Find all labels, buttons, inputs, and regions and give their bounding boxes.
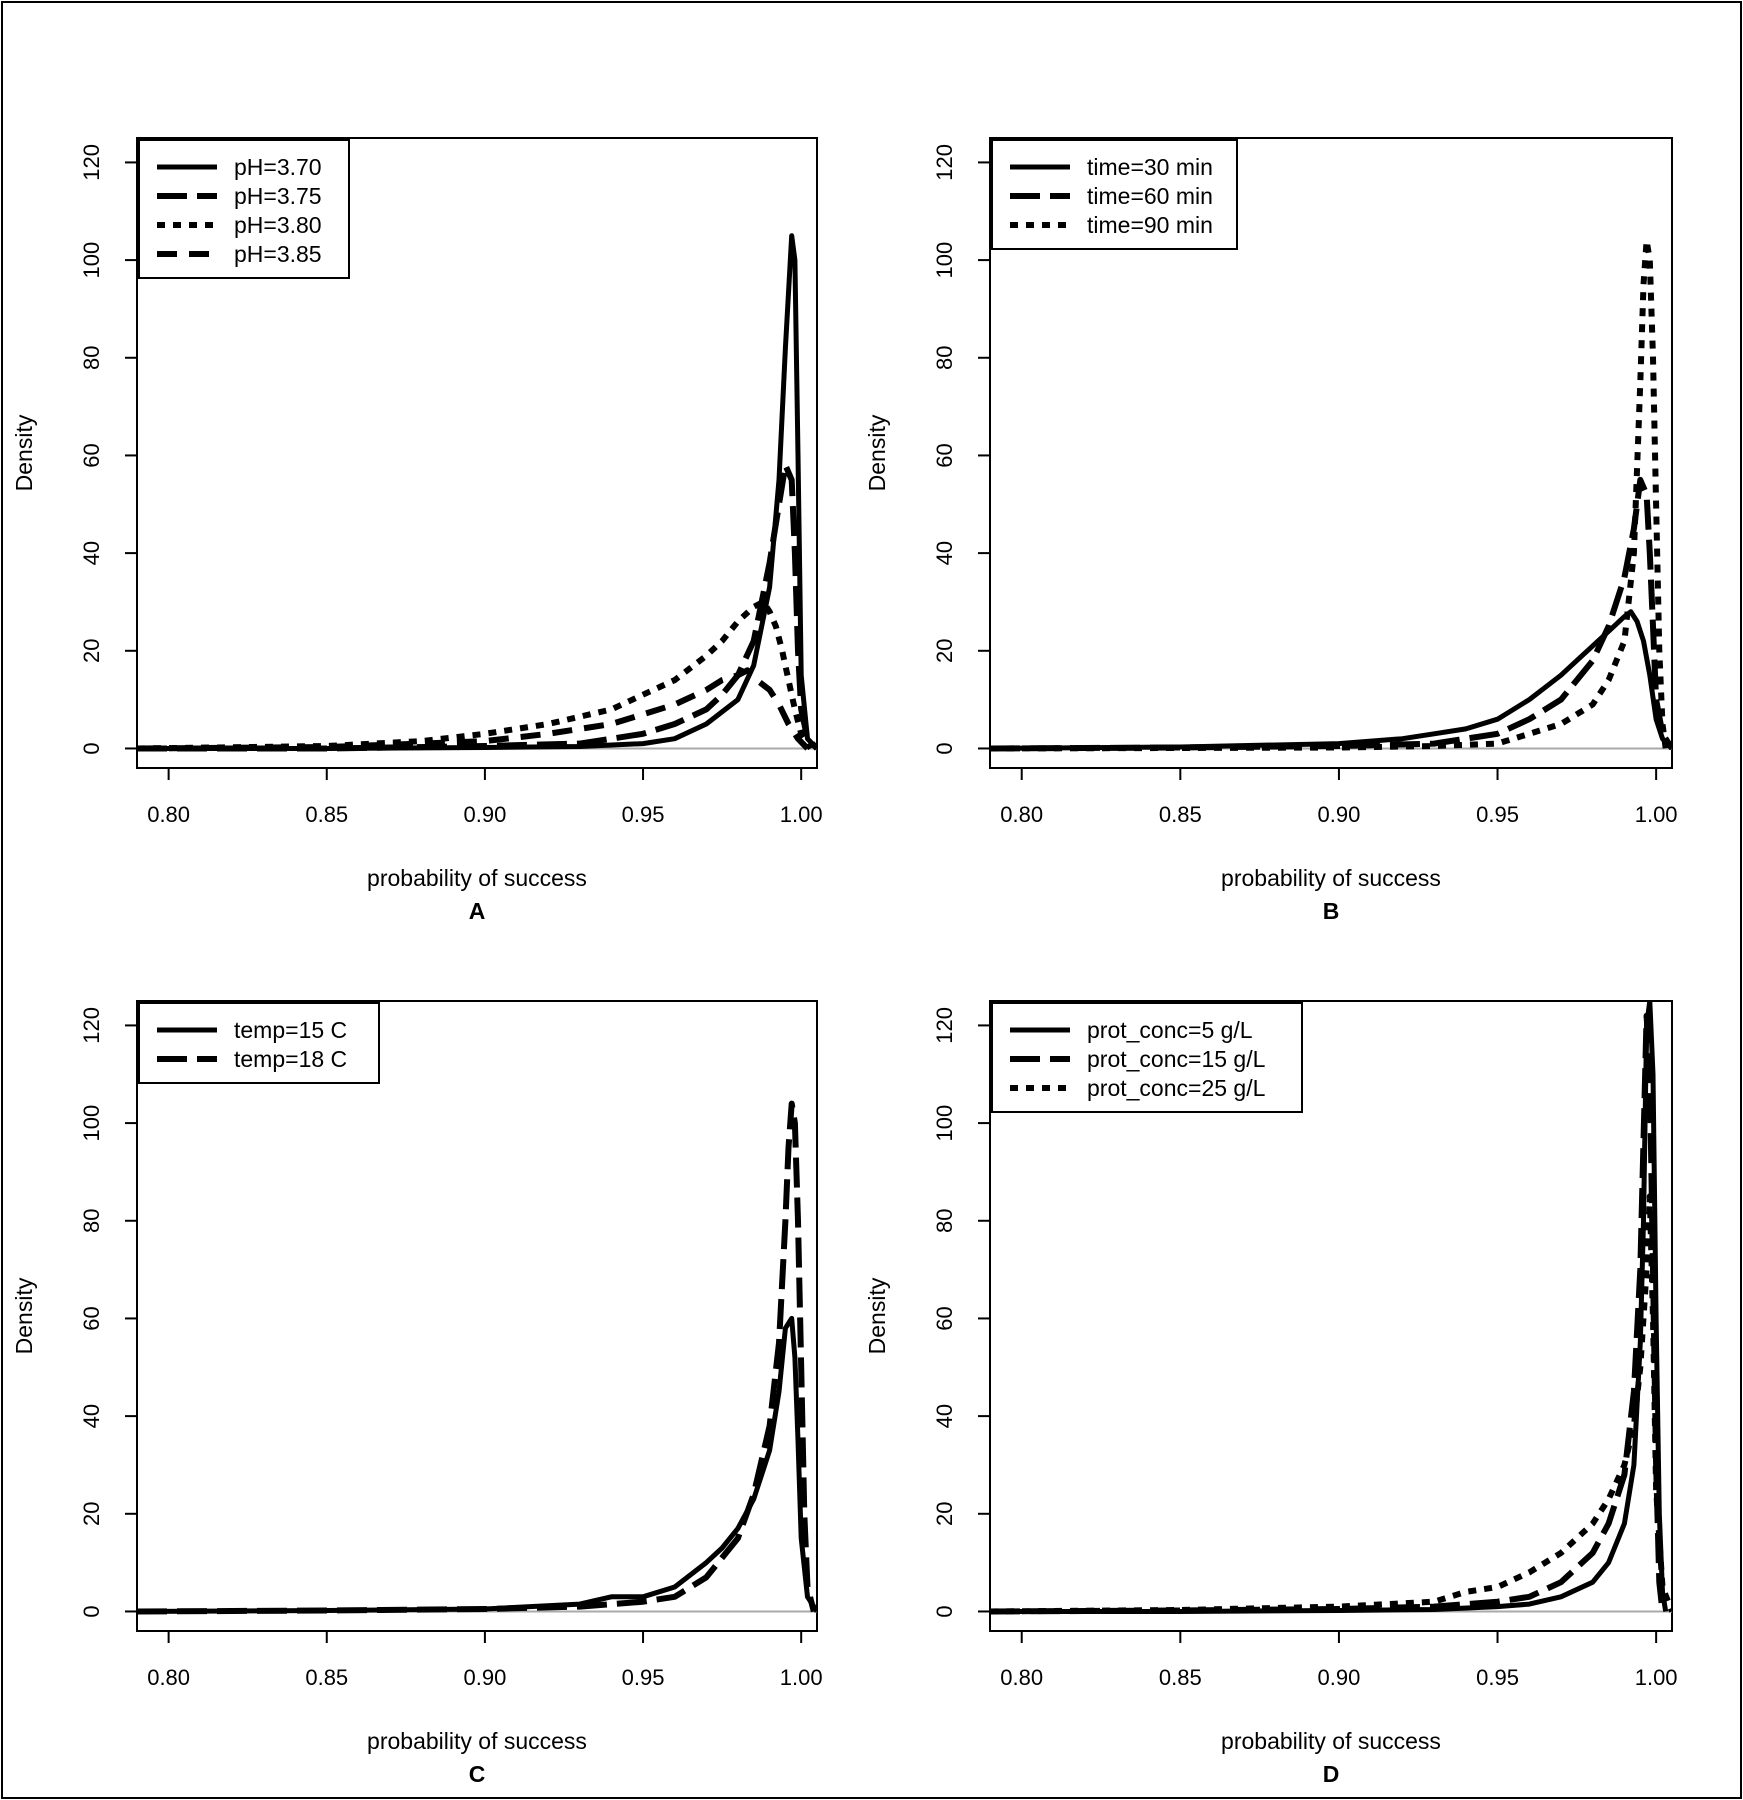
series-line-2 <box>137 462 817 752</box>
plot-area <box>989 137 1673 769</box>
legend-label: pH=3.80 <box>234 212 322 238</box>
legend-box <box>138 1002 380 1084</box>
y-axis-title: Density <box>11 414 37 491</box>
y-tick-label: 80 <box>79 1209 104 1233</box>
legend-box <box>991 139 1238 250</box>
x-tick-label: 0.90 <box>463 1665 506 1690</box>
plot-area <box>989 1000 1673 1632</box>
x-tick-label: 0.85 <box>305 802 348 827</box>
y-tick-label: 60 <box>79 443 104 467</box>
series-line-1 <box>990 609 1672 751</box>
legend: time=30 min time=60 min time=90 min <box>991 139 1238 250</box>
y-tick-label: 80 <box>79 346 104 370</box>
legend-label: time=90 min <box>1087 212 1213 238</box>
x-tick-label: 0.80 <box>147 1665 190 1690</box>
y-axis-title: Density <box>864 414 890 491</box>
y-tick-label: 80 <box>932 1209 957 1233</box>
y-tick-label: 80 <box>932 346 957 370</box>
series-line-3 <box>137 599 814 752</box>
legend-label: temp=18 C <box>234 1046 347 1072</box>
panel-b: 0.80 0.85 0.90 0.95 1.00 0 20 40 60 80 100 120 proba… <box>864 137 1678 924</box>
series-line-3 <box>990 237 1669 752</box>
x-tick-label: 0.85 <box>1159 802 1202 827</box>
y-tick-label: 40 <box>932 1404 957 1428</box>
x-tick-label: 1.00 <box>1635 802 1678 827</box>
y-tick-label: 60 <box>932 443 957 467</box>
y-tick-label: 0 <box>932 1605 957 1617</box>
x-axis-title: probability of success <box>367 865 587 891</box>
x-tick-label: 0.85 <box>305 1665 348 1690</box>
y-tick-label: 100 <box>932 1105 957 1142</box>
y-tick-label: 40 <box>79 541 104 565</box>
series-line-1 <box>137 233 817 751</box>
y-tick-label: 0 <box>932 742 957 754</box>
y-tick-label: 100 <box>79 1105 104 1142</box>
legend: pH=3.70 pH=3.75 pH=3.80 pH=3.85 <box>138 139 350 279</box>
y-tick-label: 0 <box>79 742 104 754</box>
x-tick-label: 0.85 <box>1159 1665 1202 1690</box>
panel-label: D <box>1323 1761 1340 1787</box>
x-axis-title: probability of success <box>1221 1728 1441 1754</box>
series-line-2 <box>990 1012 1666 1615</box>
panel-label: C <box>469 1761 486 1787</box>
legend-label: prot_conc=25 g/L <box>1087 1075 1266 1101</box>
series-line-4 <box>137 667 810 752</box>
series-line-2 <box>990 476 1672 752</box>
plot-area <box>136 137 818 769</box>
x-tick-label: 0.95 <box>1476 1665 1519 1690</box>
legend-box <box>991 1002 1303 1113</box>
x-tick-label: 1.00 <box>780 802 823 827</box>
legend-label: pH=3.75 <box>234 183 322 209</box>
x-tick-label: 0.80 <box>1000 802 1043 827</box>
x-tick-label: 0.80 <box>147 802 190 827</box>
legend-label: time=30 min <box>1087 154 1213 180</box>
y-tick-label: 20 <box>932 639 957 663</box>
legend-label: pH=3.70 <box>234 154 322 180</box>
x-tick-label: 1.00 <box>1635 1665 1678 1690</box>
y-tick-label: 40 <box>932 541 957 565</box>
y-tick-label: 60 <box>79 1306 104 1330</box>
y-axis-title: Density <box>864 1277 890 1354</box>
x-tick-label: 0.90 <box>1318 1665 1361 1690</box>
x-tick-label: 0.95 <box>622 802 665 827</box>
x-tick-label: 0.95 <box>1476 802 1519 827</box>
series-line-2 <box>137 1100 817 1615</box>
x-axis-title: probability of success <box>367 1728 587 1754</box>
y-tick-label: 120 <box>932 1007 957 1044</box>
y-tick-label: 60 <box>932 1306 957 1330</box>
series-line-3 <box>990 1193 1672 1615</box>
panel-label: B <box>1323 898 1340 924</box>
y-axis-title: Density <box>11 1277 37 1354</box>
y-tick-label: 20 <box>932 1502 957 1526</box>
y-tick-label: 120 <box>932 144 957 181</box>
legend-label: time=60 min <box>1087 183 1213 209</box>
y-tick-label: 100 <box>932 242 957 279</box>
y-tick-label: 0 <box>79 1605 104 1617</box>
y-tick-label: 20 <box>79 639 104 663</box>
y-tick-label: 40 <box>79 1404 104 1428</box>
legend-label: pH=3.85 <box>234 241 322 267</box>
x-axis-title: probability of success <box>1221 865 1441 891</box>
panel-d: 0.80 0.85 0.90 0.95 1.00 0 20 40 60 80 100 120 proba… <box>864 1000 1678 1787</box>
panel-a: 0.80 0.85 0.90 0.95 1.00 0 20 40 60 80 100 120 proba… <box>11 137 823 924</box>
legend-label: temp=15 C <box>234 1017 347 1043</box>
x-tick-label: 0.90 <box>463 802 506 827</box>
legend: temp=15 C temp=18 C <box>138 1002 380 1084</box>
x-tick-label: 0.80 <box>1000 1665 1043 1690</box>
y-tick-label: 100 <box>79 242 104 279</box>
y-tick-label: 120 <box>79 1007 104 1044</box>
plot-area <box>136 1000 818 1632</box>
x-tick-label: 1.00 <box>780 1665 823 1690</box>
y-tick-label: 20 <box>79 1502 104 1526</box>
panel-c: 0.80 0.85 0.90 0.95 1.00 0 20 40 60 80 100 120 proba… <box>11 1000 823 1787</box>
legend-label: prot_conc=5 g/L <box>1087 1017 1253 1043</box>
y-tick-label: 120 <box>79 144 104 181</box>
legend: prot_conc=5 g/L prot_conc=15 g/L prot_conc… <box>991 1002 1303 1113</box>
x-tick-label: 0.95 <box>622 1665 665 1690</box>
x-tick-label: 0.90 <box>1318 802 1361 827</box>
legend-label: prot_conc=15 g/L <box>1087 1046 1266 1072</box>
panel-label: A <box>469 898 486 924</box>
